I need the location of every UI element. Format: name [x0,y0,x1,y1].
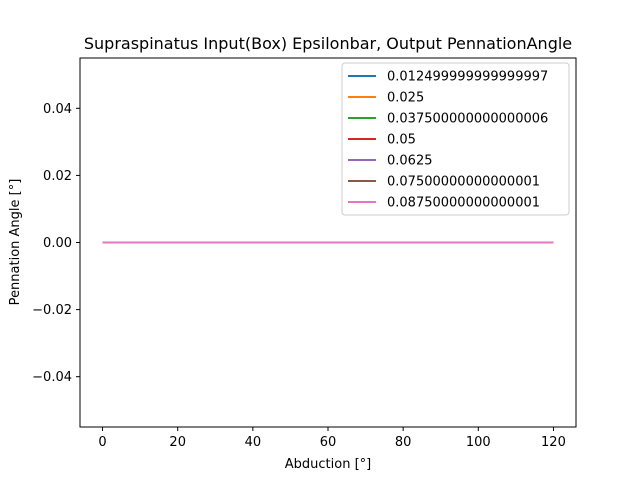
x-axis: 0 20 40 60 80 100 120 [98,427,566,450]
y-tick-label: −0.02 [32,303,72,318]
legend-label-6: 0.07500000000000001 [387,175,540,190]
legend-label-2: 0.025 [387,91,424,106]
legend-label-1: 0.012499999999999997 [387,70,548,85]
x-tick-label: 40 [245,435,262,450]
legend: 0.012499999999999997 0.025 0.0375000000000… [341,62,570,216]
x-tick-label: 80 [395,435,412,450]
x-tick-label: 20 [169,435,186,450]
y-tick-label: 0.02 [43,169,72,184]
legend-label-4: 0.05 [387,133,416,148]
y-tick-label: 0.04 [43,102,72,117]
y-axis: −0.04 −0.02 0.00 0.02 0.04 [32,102,80,385]
x-tick-label: 100 [466,435,491,450]
x-tick-label: 0 [98,435,106,450]
x-tick-label: 60 [320,435,337,450]
legend-label-7: 0.08750000000000001 [387,196,540,211]
y-axis-label: Pennation Angle [°] [8,179,23,306]
chart-title: Supraspinatus Input(Box) Epsilonbar, Out… [84,34,572,53]
legend-label-3: 0.037500000000000006 [387,112,548,127]
y-tick-label: −0.04 [32,370,72,385]
legend-label-5: 0.0625 [387,154,433,169]
x-tick-label: 120 [541,435,566,450]
x-axis-label: Abduction [°] [285,457,371,472]
y-tick-label: 0.00 [43,236,72,251]
legend-box [341,62,570,216]
